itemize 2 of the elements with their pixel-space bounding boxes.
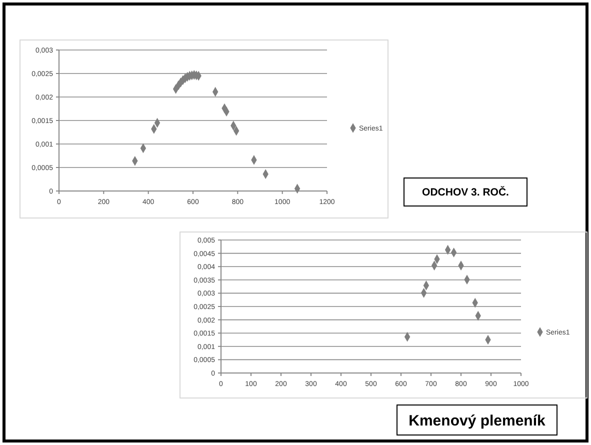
text: Kmenový plemeník [408, 412, 546, 430]
text: ODCHOV 3. ROČ. [422, 186, 510, 199]
